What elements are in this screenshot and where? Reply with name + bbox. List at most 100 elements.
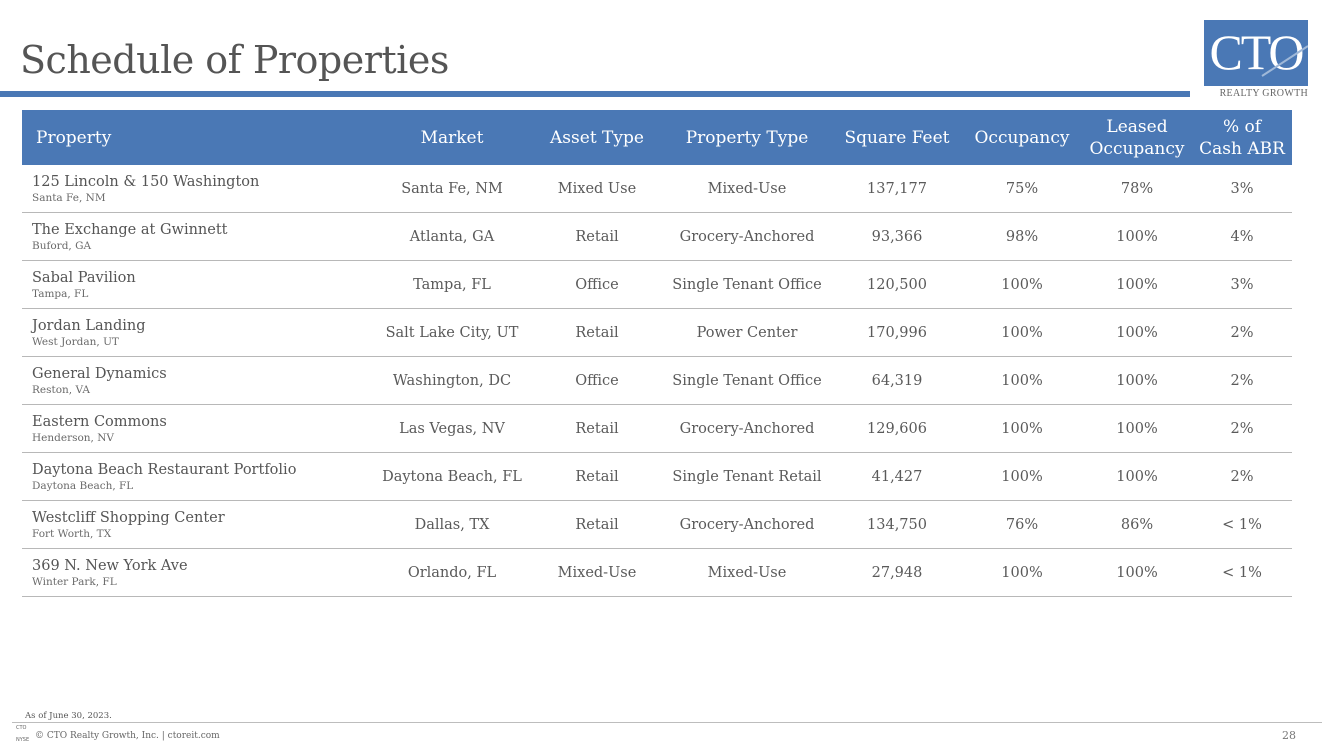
title-divider: [0, 91, 1190, 97]
cell-occupancy: 100%: [962, 308, 1082, 357]
cell-asset-type: Retail: [532, 500, 662, 549]
cell-leased-occupancy: 86%: [1082, 500, 1192, 549]
cell-asset-type: Retail: [532, 308, 662, 357]
cell-square-feet: 120,500: [832, 260, 962, 309]
cell-property-type: Grocery-Anchored: [662, 404, 832, 453]
cell-market: Tampa, FL: [372, 260, 532, 309]
table-row: Westcliff Shopping Center Fort Worth, TX D…: [22, 500, 1292, 549]
cell-square-feet: 41,427: [832, 452, 962, 501]
property-location: Winter Park, FL: [32, 575, 117, 588]
logo-swoosh-icon: [1261, 45, 1308, 77]
cell-property: Sabal Pavilion Tampa, FL: [22, 260, 372, 309]
cell-leased-occupancy: 100%: [1082, 260, 1192, 309]
cell-occupancy: 98%: [962, 212, 1082, 261]
cell-market: Las Vegas, NV: [372, 404, 532, 453]
table-row: Jordan Landing West Jordan, UT Salt Lake C…: [22, 308, 1292, 357]
cell-property: 125 Lincoln & 150 Washington Santa Fe, NM: [22, 165, 372, 213]
cell-market: Orlando, FL: [372, 548, 532, 597]
logo-tagline: REALTY GROWTH: [1219, 88, 1308, 99]
cell-asset-type: Retail: [532, 452, 662, 501]
footer-logo-exchange: NYSE: [16, 737, 30, 743]
cell-cash-abr: 3%: [1192, 165, 1292, 213]
cell-property: Westcliff Shopping Center Fort Worth, TX: [22, 500, 372, 549]
column-header-property: Property: [22, 110, 372, 165]
leased-label-line1: Leased: [1106, 116, 1168, 137]
footer-logo: CTO NYSE: [16, 725, 32, 743]
cell-property: Eastern Commons Henderson, NV: [22, 404, 372, 453]
cell-leased-occupancy: 100%: [1082, 212, 1192, 261]
cell-market: Dallas, TX: [372, 500, 532, 549]
table-row: Sabal Pavilion Tampa, FL Tampa, FL Office Si…: [22, 260, 1292, 309]
property-name: Eastern Commons: [32, 413, 167, 430]
cell-leased-occupancy: 100%: [1082, 452, 1192, 501]
property-location: Fort Worth, TX: [32, 527, 112, 540]
cell-square-feet: 27,948: [832, 548, 962, 597]
cell-market: Atlanta, GA: [372, 212, 532, 261]
cell-asset-type: Office: [532, 260, 662, 309]
property-name: Daytona Beach Restaurant Portfolio: [32, 461, 297, 478]
cell-occupancy: 100%: [962, 260, 1082, 309]
cell-occupancy: 75%: [962, 165, 1082, 213]
cell-property-type: Mixed-Use: [662, 548, 832, 597]
property-name: The Exchange at Gwinnett: [32, 221, 228, 238]
property-location: Henderson, NV: [32, 431, 115, 444]
table-row: General Dynamics Reston, VA Washington, DC…: [22, 356, 1292, 405]
properties-table: Property Market Asset Type Property Type…: [22, 110, 1292, 597]
cell-cash-abr: 4%: [1192, 212, 1292, 261]
cell-asset-type: Retail: [532, 404, 662, 453]
table-row: Eastern Commons Henderson, NV Las Vegas, N…: [22, 404, 1292, 453]
column-header-leased-occupancy: Leased Occupancy: [1082, 110, 1192, 165]
table-row: The Exchange at Gwinnett Buford, GA Atlant…: [22, 212, 1292, 261]
cell-cash-abr: 2%: [1192, 404, 1292, 453]
property-name: Westcliff Shopping Center: [32, 509, 225, 526]
cell-property: Jordan Landing West Jordan, UT: [22, 308, 372, 357]
column-header-square-feet: Square Feet: [832, 110, 962, 165]
cell-property: The Exchange at Gwinnett Buford, GA: [22, 212, 372, 261]
property-name: 369 N. New York Ave: [32, 557, 188, 574]
cell-property-type: Grocery-Anchored: [662, 500, 832, 549]
cell-property-type: Single Tenant Retail: [662, 452, 832, 501]
table-row: Daytona Beach Restaurant Portfolio Dayton…: [22, 452, 1292, 501]
copyright-text: © CTO Realty Growth, Inc. | ctoreit.com: [35, 731, 220, 741]
property-location: Santa Fe, NM: [32, 191, 106, 204]
cell-property: Daytona Beach Restaurant Portfolio Dayton…: [22, 452, 372, 501]
cell-occupancy: 100%: [962, 404, 1082, 453]
footnote: As of June 30, 2023.: [25, 711, 112, 721]
cell-square-feet: 93,366: [832, 212, 962, 261]
cell-cash-abr: < 1%: [1192, 548, 1292, 597]
cell-square-feet: 134,750: [832, 500, 962, 549]
cell-leased-occupancy: 100%: [1082, 548, 1192, 597]
property-location: Buford, GA: [32, 239, 92, 252]
cell-property: 369 N. New York Ave Winter Park, FL: [22, 548, 372, 597]
property-location: Daytona Beach, FL: [32, 479, 134, 492]
footer-divider: [12, 722, 1322, 723]
cell-asset-type: Mixed Use: [532, 165, 662, 213]
property-name: 125 Lincoln & 150 Washington: [32, 173, 260, 190]
table-row: 369 N. New York Ave Winter Park, FL Orland…: [22, 548, 1292, 597]
abr-label-line1: % of: [1222, 116, 1262, 137]
column-header-market: Market: [372, 110, 532, 165]
cell-leased-occupancy: 100%: [1082, 404, 1192, 453]
cell-property-type: Single Tenant Office: [662, 356, 832, 405]
cell-market: Daytona Beach, FL: [372, 452, 532, 501]
property-name: Sabal Pavilion: [32, 269, 136, 286]
column-header-property-type: Property Type: [662, 110, 832, 165]
cell-cash-abr: 2%: [1192, 308, 1292, 357]
page-title: Schedule of Properties: [20, 38, 449, 82]
page-number: 28: [1282, 729, 1296, 742]
cell-property-type: Power Center: [662, 308, 832, 357]
property-location: Reston, VA: [32, 383, 90, 396]
property-name: Jordan Landing: [32, 317, 146, 334]
column-header-asset-type: Asset Type: [532, 110, 662, 165]
cell-market: Washington, DC: [372, 356, 532, 405]
cell-square-feet: 64,319: [832, 356, 962, 405]
logo-mark: CTO: [1204, 20, 1308, 86]
cell-square-feet: 129,606: [832, 404, 962, 453]
leased-label-line2: Occupancy: [1089, 138, 1185, 159]
cell-occupancy: 100%: [962, 452, 1082, 501]
cell-occupancy: 100%: [962, 356, 1082, 405]
cell-cash-abr: 3%: [1192, 260, 1292, 309]
cell-asset-type: Retail: [532, 212, 662, 261]
column-header-occupancy: Occupancy: [962, 110, 1082, 165]
property-name: General Dynamics: [32, 365, 167, 382]
